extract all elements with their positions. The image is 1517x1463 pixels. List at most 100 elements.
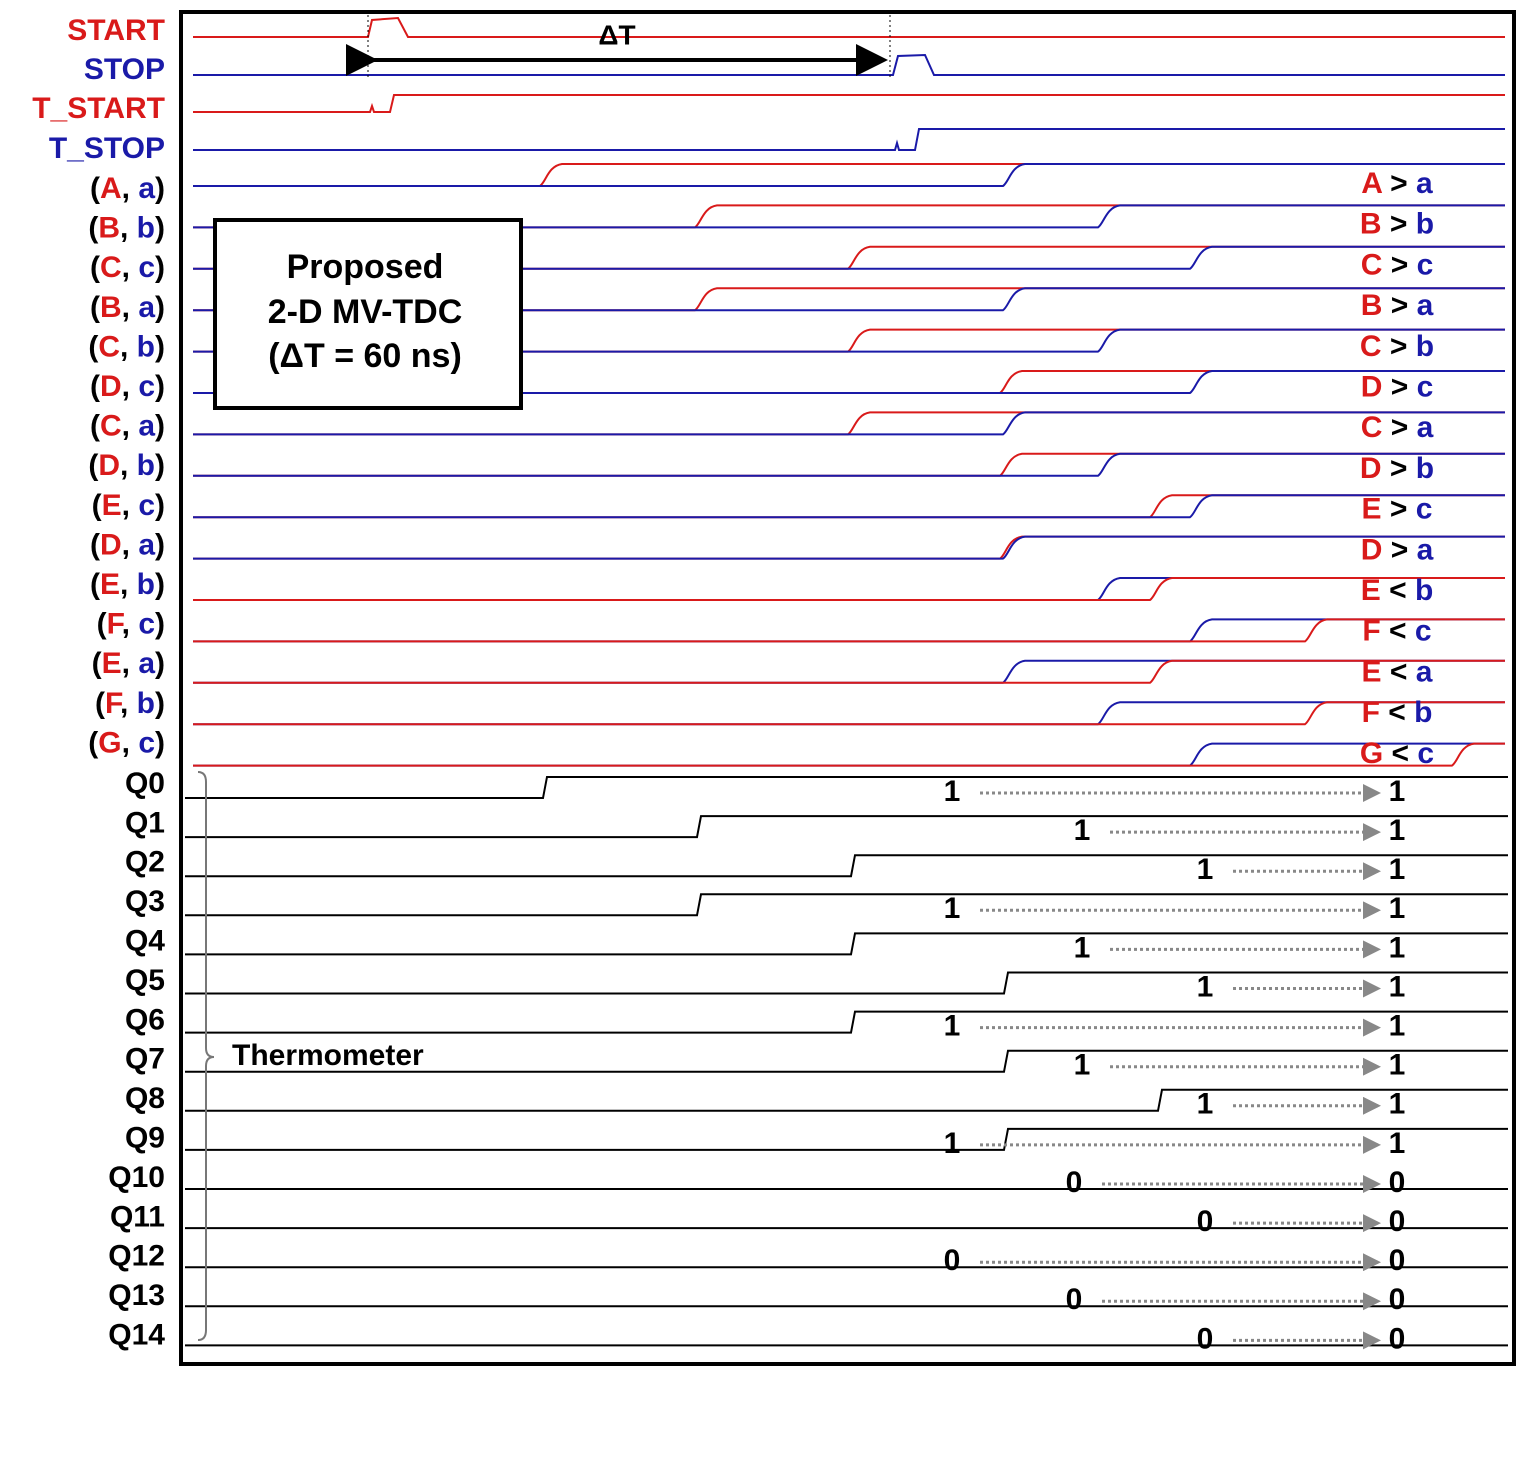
output-final: 1 xyxy=(1389,1127,1406,1160)
comparison-part: c xyxy=(1416,493,1433,526)
signal-label: STOP xyxy=(84,53,165,86)
output-final: 1 xyxy=(1389,1049,1406,1082)
pair-label-part: F xyxy=(105,687,123,720)
box-text: Proposed xyxy=(287,248,444,286)
comparison: B > a xyxy=(1361,289,1434,322)
output-label: Q9 xyxy=(125,1122,165,1155)
pair-label-part: c xyxy=(138,370,155,403)
signal-label: T_STOP xyxy=(49,132,165,165)
output-final: 1 xyxy=(1389,775,1406,808)
pair-label-part: a xyxy=(138,528,155,561)
wave-first xyxy=(193,452,1505,477)
output-initial: 0 xyxy=(1197,1205,1214,1238)
wave-second xyxy=(193,742,1505,767)
comparison-part: c xyxy=(1417,737,1434,770)
comparison-part: < xyxy=(1381,574,1415,607)
pair-label-part: c xyxy=(138,251,155,284)
pair-label: (A, a) xyxy=(90,172,165,205)
output-wave xyxy=(185,815,1508,839)
wave-second xyxy=(193,659,1505,684)
pair-label-part: b xyxy=(137,568,155,601)
wave-second xyxy=(193,287,1505,312)
output-final: 0 xyxy=(1389,1244,1406,1277)
comparison: E < a xyxy=(1362,655,1433,688)
box-text: 2-D MV-TDC xyxy=(268,293,463,331)
comparison-part: < xyxy=(1381,615,1415,648)
output-label: Q7 xyxy=(125,1043,165,1076)
pair-label-part: , xyxy=(120,568,137,601)
pair-label-part: C xyxy=(100,251,122,284)
pair-label-part: , xyxy=(120,212,137,245)
comparison-part: C xyxy=(1361,411,1383,444)
pair-label-part: c xyxy=(138,489,155,522)
pair-label-part: ( xyxy=(88,330,98,363)
comparison-part: a xyxy=(1417,533,1434,566)
output-initial: 0 xyxy=(1197,1322,1214,1355)
pair-label-part: b xyxy=(137,330,155,363)
comparison: A > a xyxy=(1361,167,1433,200)
pair-label: (G, c) xyxy=(88,726,165,759)
output-initial: 0 xyxy=(1066,1166,1083,1199)
output-label: Q2 xyxy=(125,846,165,879)
comparison: C > b xyxy=(1360,330,1434,363)
brace xyxy=(197,771,215,1341)
output-label: Q4 xyxy=(125,925,165,958)
output-wave xyxy=(185,1049,1508,1073)
comparison-part: > xyxy=(1382,370,1416,403)
pair-label-part: B xyxy=(98,212,120,245)
output-initial: 1 xyxy=(1074,1049,1091,1082)
comparison: C > a xyxy=(1361,411,1434,444)
wave-second xyxy=(193,163,1505,187)
output-label: Q3 xyxy=(125,885,165,918)
comparison-part: A xyxy=(1361,167,1382,200)
comparison-part: > xyxy=(1382,167,1416,200)
pair-label-part: ) xyxy=(155,291,165,324)
pair-label-part: E xyxy=(102,647,122,680)
pair-label: (C, c) xyxy=(90,251,165,284)
wave-first xyxy=(193,742,1505,767)
pair-label-part: ( xyxy=(90,370,100,403)
comparison-part: G xyxy=(1360,737,1383,770)
output-initial: 1 xyxy=(1074,814,1091,847)
output-initial: 0 xyxy=(944,1244,961,1277)
pair-label-part: , xyxy=(120,330,137,363)
output-wave xyxy=(185,1088,1508,1112)
pair-label-part: D xyxy=(98,449,120,482)
wave-second xyxy=(193,577,1505,601)
pair-label-part: ( xyxy=(92,489,102,522)
output-final: 1 xyxy=(1389,853,1406,886)
comparison: D > c xyxy=(1361,370,1434,403)
pair-label-part: ) xyxy=(155,212,165,245)
output-initial: 1 xyxy=(944,1010,961,1043)
comparison-part: F xyxy=(1362,696,1380,729)
pair-label-part: E xyxy=(102,489,122,522)
pair-label-part: ( xyxy=(90,568,100,601)
pair-label-part: C xyxy=(100,410,122,443)
comparison-part: b xyxy=(1414,696,1432,729)
comparison-part: > xyxy=(1382,411,1416,444)
comparison-part: F xyxy=(1362,615,1380,648)
pair-label-part: , xyxy=(122,528,139,561)
comparison: G < c xyxy=(1360,737,1434,770)
waveforms xyxy=(185,16,1508,1347)
pair-label-part: , xyxy=(122,608,139,641)
comparison: C > c xyxy=(1361,248,1434,281)
comparison: D > a xyxy=(1361,533,1434,566)
output-initial: 1 xyxy=(1074,931,1091,964)
pair-label-part: c xyxy=(138,608,155,641)
pair-label: (D, b) xyxy=(88,449,165,482)
signal-wave xyxy=(193,16,1505,38)
output-final: 1 xyxy=(1389,931,1406,964)
pair-label-part: ( xyxy=(88,449,98,482)
output-label: Q6 xyxy=(125,1003,165,1036)
pair-label-part: ( xyxy=(88,726,98,759)
pair-label: (D, c) xyxy=(90,370,165,403)
output-wave xyxy=(185,971,1508,995)
comparison-part: > xyxy=(1382,289,1416,322)
pair-label-part: , xyxy=(122,726,139,759)
output-final: 0 xyxy=(1389,1283,1406,1316)
pair-label-part: , xyxy=(122,370,139,403)
pair-label-part: E xyxy=(100,568,120,601)
pair-label-part: ( xyxy=(88,212,98,245)
output-initial: 1 xyxy=(1197,1088,1214,1121)
